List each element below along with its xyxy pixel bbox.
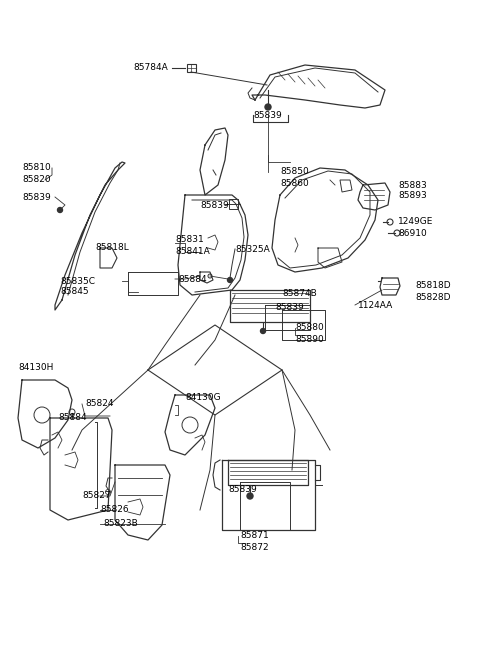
Text: 85784A: 85784A (133, 64, 168, 73)
Text: 84130H: 84130H (18, 362, 53, 371)
Text: 85818D: 85818D (415, 282, 451, 291)
Text: 85884: 85884 (58, 413, 86, 422)
Text: 85831: 85831 (175, 236, 204, 244)
Text: 85839: 85839 (200, 200, 229, 210)
Text: 85841A: 85841A (175, 246, 210, 255)
Text: 85325A: 85325A (235, 244, 270, 253)
Text: 85823B: 85823B (103, 519, 138, 529)
Text: 85810: 85810 (22, 164, 51, 172)
Text: 85884: 85884 (178, 274, 206, 284)
Circle shape (228, 278, 232, 282)
Text: 85839: 85839 (275, 303, 304, 312)
Circle shape (265, 104, 271, 110)
Circle shape (261, 329, 265, 333)
Text: 85839: 85839 (228, 485, 257, 495)
Text: 85860: 85860 (281, 179, 310, 187)
Text: 85874B: 85874B (282, 288, 317, 297)
Text: 85883: 85883 (398, 181, 427, 189)
Circle shape (247, 493, 253, 499)
Text: 85893: 85893 (398, 191, 427, 200)
Text: 85827: 85827 (82, 491, 110, 500)
Text: 85839: 85839 (22, 193, 51, 202)
Text: 85820: 85820 (22, 174, 50, 183)
Text: 85824: 85824 (85, 400, 113, 409)
Text: 85880: 85880 (295, 324, 324, 333)
Circle shape (58, 208, 62, 212)
Text: 84130G: 84130G (185, 392, 221, 402)
Text: 86910: 86910 (398, 229, 427, 238)
Text: 1249GE: 1249GE (398, 217, 433, 227)
Text: 85890: 85890 (295, 335, 324, 343)
Text: 85850: 85850 (281, 168, 310, 176)
Text: 85872: 85872 (240, 542, 269, 552)
Text: 85828D: 85828D (415, 293, 451, 301)
Text: 85871: 85871 (240, 531, 269, 540)
Text: 85835C: 85835C (60, 276, 95, 286)
Text: 85826: 85826 (100, 506, 129, 514)
Text: 85839: 85839 (253, 111, 282, 119)
Text: 85845: 85845 (60, 288, 89, 297)
Text: 85818L: 85818L (95, 242, 129, 252)
Text: 1124AA: 1124AA (358, 301, 393, 310)
